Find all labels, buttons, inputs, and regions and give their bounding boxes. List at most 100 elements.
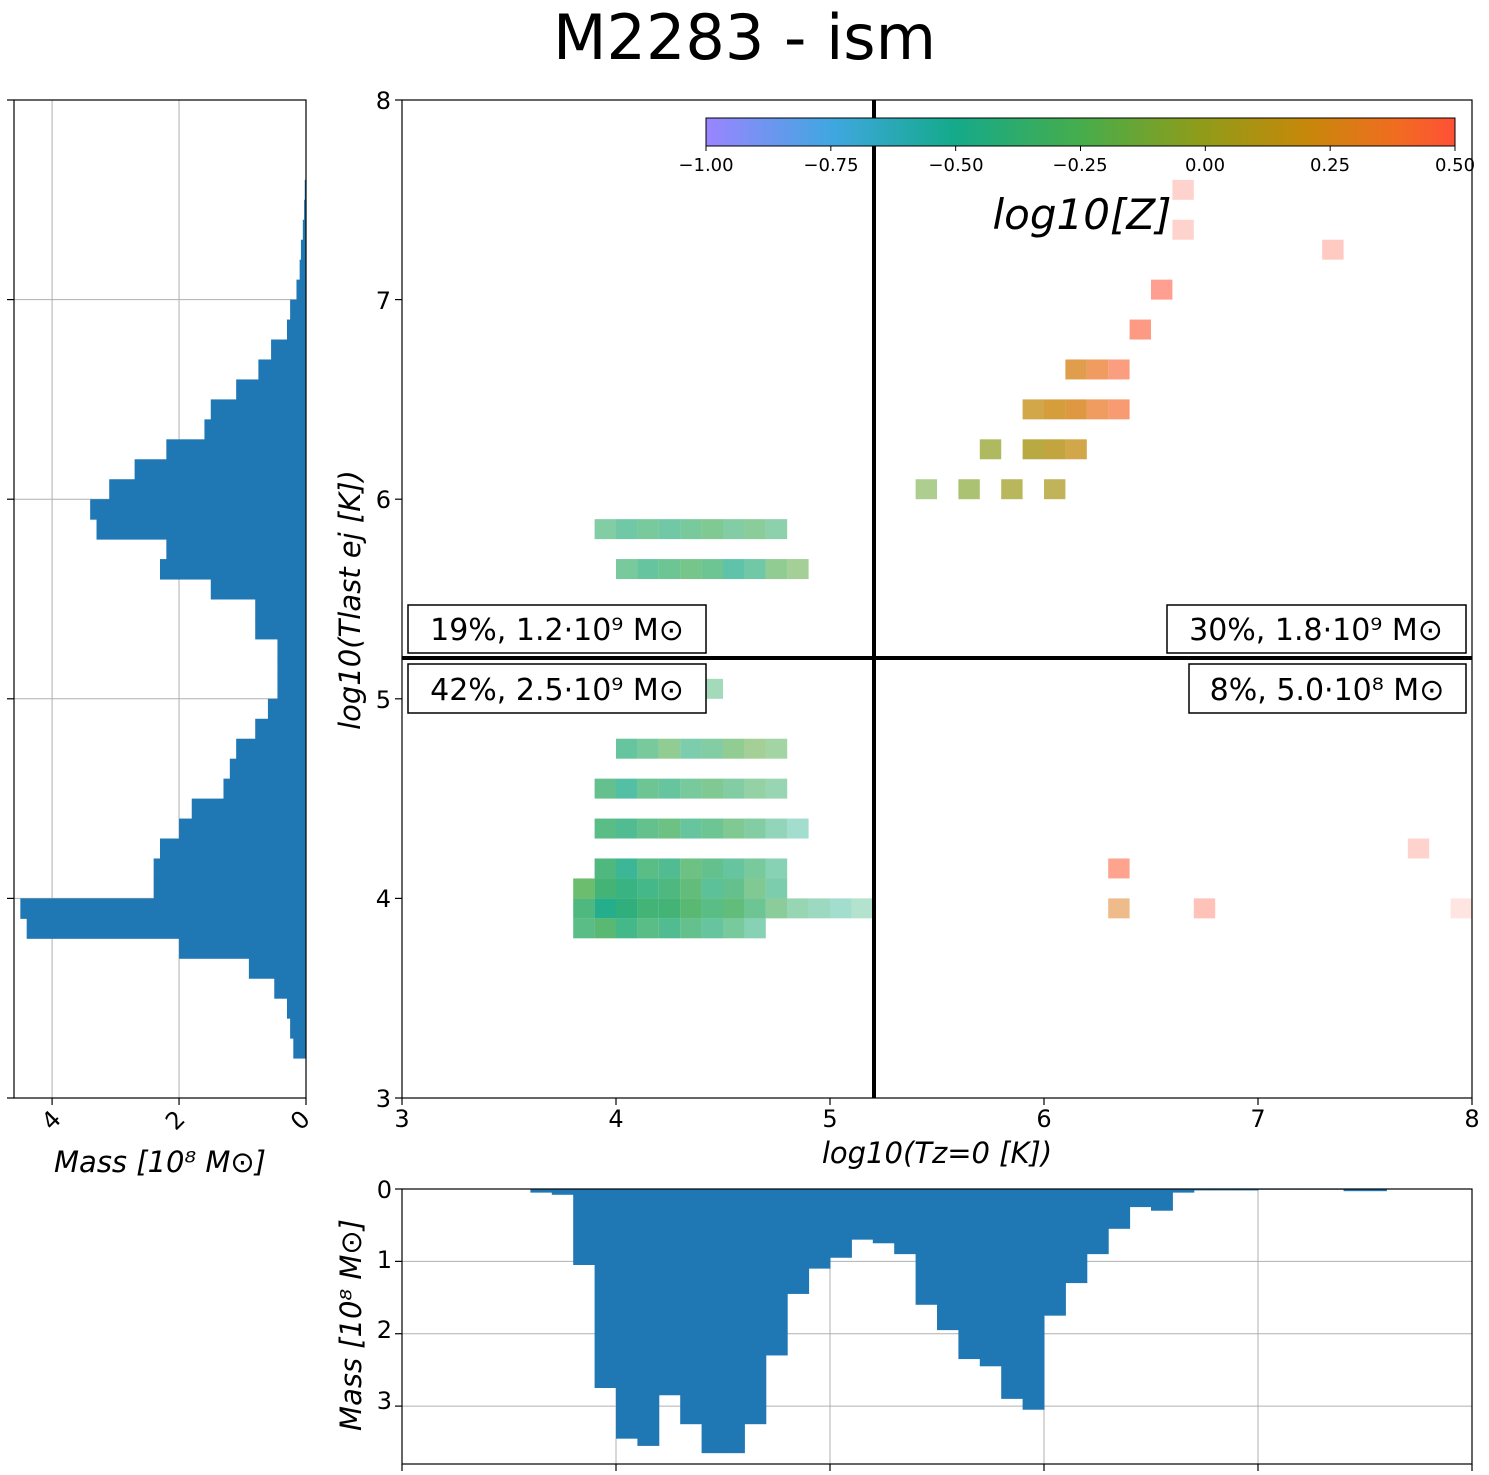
left-bar-23 bbox=[210, 579, 306, 600]
bottom-bar-39 bbox=[1365, 1189, 1387, 1192]
colorbar-label: log10[Z] bbox=[992, 190, 1171, 239]
heatmap-cell-101 bbox=[1065, 399, 1087, 420]
heatmap-cell-36 bbox=[658, 858, 681, 879]
heatmap-cell-5 bbox=[680, 898, 702, 919]
main-xlabel: log10(Tz=0 [K]) bbox=[822, 1136, 1052, 1170]
bottom-bar-14 bbox=[830, 1189, 852, 1258]
heatmap-cell-13 bbox=[851, 898, 873, 919]
bottom-tick-marks bbox=[395, 1188, 1473, 1471]
left-bar-8 bbox=[153, 878, 306, 899]
heatmap-cell-38 bbox=[701, 858, 723, 879]
left-bar-3 bbox=[274, 978, 306, 999]
quadrant-label-upper-left: 19%, 1.2·10⁹ M⊙ bbox=[430, 613, 684, 648]
bottom-bar-31 bbox=[1193, 1189, 1216, 1191]
bottom-bar-12 bbox=[787, 1189, 810, 1294]
left-bar-35 bbox=[271, 339, 306, 360]
heatmap-cell-66 bbox=[723, 738, 745, 759]
heatmap-cell-14 bbox=[573, 878, 595, 899]
left-bar-20 bbox=[277, 638, 306, 660]
heatmap-cell-116 bbox=[1108, 858, 1130, 879]
heatmap-cell-52 bbox=[594, 778, 616, 799]
left-bar-25 bbox=[166, 539, 306, 560]
heatmap-cell-87 bbox=[701, 519, 723, 540]
heatmap-cell-21 bbox=[723, 878, 745, 899]
heatmap-cell-53 bbox=[616, 778, 638, 799]
left-bar-16 bbox=[255, 718, 306, 740]
bottom-bar-7 bbox=[680, 1189, 703, 1425]
heatmap-cell-45 bbox=[658, 818, 681, 839]
heatmap-cell-12 bbox=[830, 898, 852, 919]
main-tick-marks bbox=[395, 99, 1473, 1105]
heatmap-cell-27 bbox=[637, 918, 659, 939]
bottom-bar-29 bbox=[1151, 1189, 1173, 1211]
bottom-tick-3: 3 bbox=[377, 1387, 392, 1415]
heatmap-cell-84 bbox=[637, 519, 659, 540]
heatmap-cell-99 bbox=[1022, 399, 1044, 420]
left-frame bbox=[13, 99, 307, 1099]
left-bar-34 bbox=[258, 359, 306, 380]
left-bar-0 bbox=[293, 1038, 306, 1059]
heatmap-cell-65 bbox=[701, 738, 723, 759]
quadrant-box-lower-left: 42%, 2.5·10⁹ M⊙ bbox=[407, 663, 707, 714]
heatmap-cell-95 bbox=[979, 439, 1002, 460]
left-bars bbox=[20, 179, 307, 1059]
left-bar-2 bbox=[286, 998, 306, 1019]
bottom-bar-1 bbox=[551, 1189, 574, 1195]
heatmap-cell-40 bbox=[744, 858, 766, 879]
heatmap-cell-46 bbox=[680, 818, 702, 839]
left-bar-18 bbox=[277, 678, 306, 700]
y-tick-8: 8 bbox=[376, 87, 391, 115]
cb-tick-4: 0.00 bbox=[1185, 155, 1225, 176]
heatmap-cell-60 bbox=[765, 778, 788, 799]
heatmap-cell-78 bbox=[723, 559, 745, 580]
heatmap-cell-114 bbox=[1450, 898, 1472, 919]
heatmap-cell-67 bbox=[744, 738, 766, 759]
heatmap-cell-59 bbox=[744, 778, 766, 799]
y-tick-7: 7 bbox=[376, 287, 391, 315]
left-tick-label-2: 2 bbox=[160, 1105, 191, 1136]
main-frame bbox=[401, 99, 1473, 1099]
bottom-bar-20 bbox=[958, 1189, 981, 1360]
heatmap-cell-4 bbox=[658, 898, 681, 919]
heatmap-cell-33 bbox=[594, 858, 616, 879]
cb-tick-0: −1.00 bbox=[678, 155, 733, 176]
bottom-bar-26 bbox=[1086, 1189, 1109, 1255]
heatmap-cell-93 bbox=[1001, 479, 1023, 500]
bottom-bar-23 bbox=[1022, 1189, 1045, 1410]
heatmap-cell-112 bbox=[1108, 898, 1130, 919]
heatmap-cell-55 bbox=[658, 778, 681, 799]
left-bar-41 bbox=[302, 219, 306, 241]
heatmap-cell-111 bbox=[1322, 239, 1344, 260]
heatmap-cell-2 bbox=[616, 898, 638, 919]
bottom-marginal-histogram: 0 1 2 3 Mass [10⁸ M⊙] bbox=[334, 1176, 1473, 1471]
bottom-tick-0: 0 bbox=[377, 1176, 392, 1204]
heatmap-cell-64 bbox=[680, 738, 702, 759]
heatmap-cell-106 bbox=[1108, 359, 1130, 380]
heatmap-cell-37 bbox=[680, 858, 702, 879]
cb-tick-3: −0.25 bbox=[1052, 155, 1107, 176]
heatmap-cell-29 bbox=[680, 918, 702, 939]
heatmap-cell-7 bbox=[723, 898, 745, 919]
heatmap-cell-113 bbox=[1193, 898, 1216, 919]
heatmap-cell-10 bbox=[787, 898, 809, 919]
left-marginal-histogram: 4 2 0 Mass [10⁸ M⊙] bbox=[7, 99, 316, 1179]
left-tick-label-4: 4 bbox=[36, 1105, 67, 1136]
left-bar-43 bbox=[304, 179, 306, 201]
heatmap-cell-56 bbox=[680, 778, 702, 799]
x-tick-5: 5 bbox=[822, 1105, 837, 1133]
bottom-bar-13 bbox=[808, 1189, 831, 1269]
colorbar-tick-marks bbox=[705, 146, 1456, 151]
x-tick-6: 6 bbox=[1036, 1105, 1051, 1133]
heatmap-cell-68 bbox=[765, 738, 788, 759]
quadrant-box-lower-right: 8%, 5.0·10⁸ M⊙ bbox=[1188, 663, 1467, 714]
heatmap-cell-51 bbox=[787, 818, 809, 839]
heatmap-cell-15 bbox=[594, 878, 616, 899]
left-bar-13 bbox=[223, 778, 306, 800]
heatmap-cell-9 bbox=[765, 898, 788, 919]
bottom-bar-0 bbox=[530, 1189, 553, 1193]
bottom-tick-1: 1 bbox=[377, 1246, 392, 1274]
x-tick-3: 3 bbox=[394, 1105, 409, 1133]
left-bar-22 bbox=[255, 599, 306, 620]
heatmap-cell-61 bbox=[616, 738, 638, 759]
left-bar-15 bbox=[236, 738, 306, 760]
